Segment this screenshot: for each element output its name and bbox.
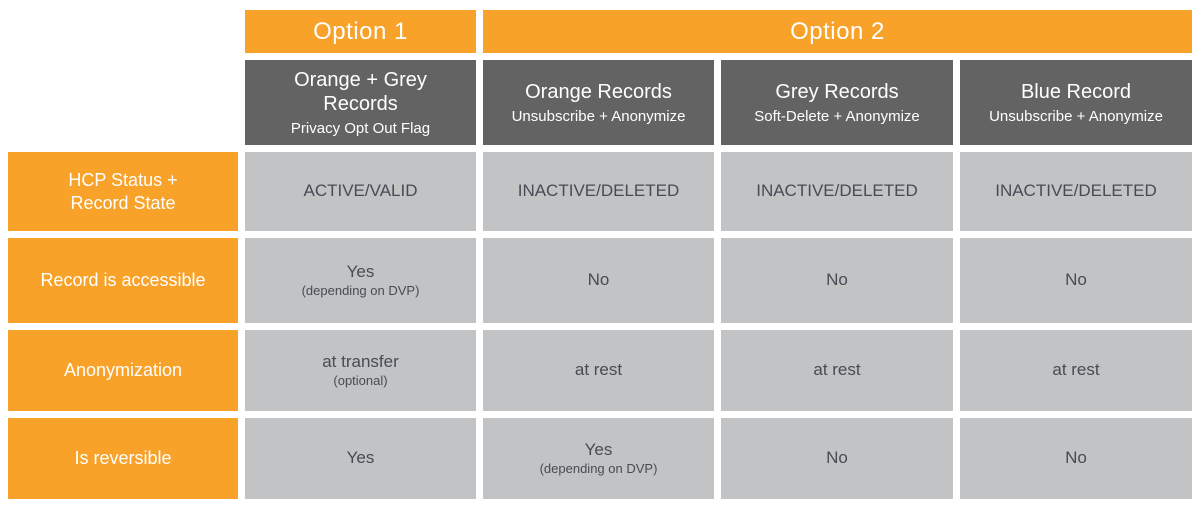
cell-note: (depending on DVP) xyxy=(301,283,420,299)
cell-value: Yes xyxy=(584,440,613,459)
row-label-anonymization: Anonymization xyxy=(8,330,238,411)
cell-value: No xyxy=(826,270,848,290)
column-header-subtitle: Soft-Delete + Anonymize xyxy=(754,108,920,125)
table-cell: No xyxy=(960,238,1192,323)
comparison-table: Option 1 Option 2 Orange + Grey Records … xyxy=(8,10,1192,499)
cell-value: at rest xyxy=(813,360,861,380)
column-header-subtitle: Unsubscribe + Anonymize xyxy=(511,108,686,125)
table-cell: ACTIVE/VALID xyxy=(245,152,476,231)
table-cell: Yes (depending on DVP) xyxy=(483,418,714,499)
column-header-title: Grey Records xyxy=(775,81,899,103)
table-cell: INACTIVE/DELETED xyxy=(483,152,714,231)
cell-value: INACTIVE/DELETED xyxy=(995,181,1157,201)
cell-value: Yes xyxy=(346,262,375,281)
table-cell: INACTIVE/DELETED xyxy=(721,152,953,231)
table-cell: at transfer (optional) xyxy=(245,330,476,411)
column-header-title: Orange + Grey Records xyxy=(294,69,427,115)
column-header-subtitle: Privacy Opt Out Flag xyxy=(290,120,431,137)
cell-value: INACTIVE/DELETED xyxy=(756,181,918,201)
cell-value: at transfer xyxy=(322,352,399,371)
table-cell: No xyxy=(960,418,1192,499)
table-cell: at rest xyxy=(483,330,714,411)
cell-value: No xyxy=(1065,448,1087,468)
cell-value: No xyxy=(1065,270,1087,290)
table-cell: at rest xyxy=(721,330,953,411)
table-cell: INACTIVE/DELETED xyxy=(960,152,1192,231)
column-header-orange-grey-records: Orange + Grey Records Privacy Opt Out Fl… xyxy=(245,60,476,145)
table-cell: at rest xyxy=(960,330,1192,411)
column-header-orange-records: Orange Records Unsubscribe + Anonymize xyxy=(483,60,714,145)
row-label-record-accessible: Record is accessible xyxy=(8,238,238,323)
column-header-title: Orange Records xyxy=(525,81,672,103)
table-cell: Yes xyxy=(245,418,476,499)
cell-value: No xyxy=(826,448,848,468)
cell-note: (depending on DVP) xyxy=(539,461,658,477)
cell-note: (optional) xyxy=(333,373,388,389)
option1-header: Option 1 xyxy=(245,10,476,53)
cell-value: INACTIVE/DELETED xyxy=(517,181,680,201)
row-label-hcp-status: HCP Status + Record State xyxy=(8,152,238,231)
table-cell: No xyxy=(721,418,953,499)
table-cell: Yes (depending on DVP) xyxy=(245,238,476,323)
column-header-title: Blue Record xyxy=(1020,81,1132,103)
row-label-is-reversible: Is reversible xyxy=(8,418,238,499)
cell-value: at rest xyxy=(574,360,623,380)
cell-value: Yes xyxy=(346,448,375,468)
cell-value: ACTIVE/VALID xyxy=(303,181,418,201)
column-header-subtitle: Unsubscribe + Anonymize xyxy=(989,108,1163,125)
column-header-grey-records: Grey Records Soft-Delete + Anonymize xyxy=(721,60,953,145)
table-cell: No xyxy=(721,238,953,323)
option2-header: Option 2 xyxy=(483,10,1192,53)
table-cell: No xyxy=(483,238,714,323)
cell-value: at rest xyxy=(1052,360,1100,380)
column-header-blue-record: Blue Record Unsubscribe + Anonymize xyxy=(960,60,1192,145)
cell-value: No xyxy=(587,270,610,290)
